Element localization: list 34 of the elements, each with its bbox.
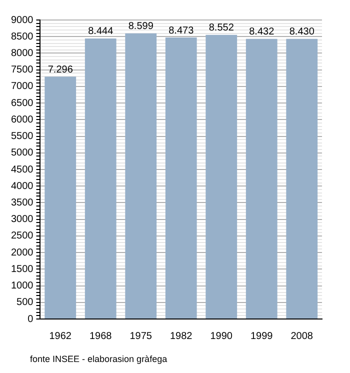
x-tick-label: 1990 [210, 330, 233, 342]
y-tick-label: 1500 [10, 264, 34, 275]
source-note: fonte INSEE - elaborasion gràfega [30, 354, 168, 364]
x-tick-label: 1999 [250, 330, 274, 342]
data-label: 8.599 [128, 21, 154, 32]
y-tick-label: 7500 [10, 64, 34, 76]
y-tick-label: 7000 [10, 81, 34, 92]
y-tick-label: 5500 [10, 131, 34, 142]
data-label: 7.296 [48, 64, 74, 76]
data-label: 8.430 [289, 26, 315, 38]
y-tick-label: 6000 [10, 114, 34, 126]
y-tick-label: 6500 [10, 98, 34, 109]
x-tick-label: 1962 [49, 330, 72, 342]
y-tick-label: 4500 [10, 164, 34, 176]
x-tick-label: 1982 [170, 330, 193, 342]
x-tick-label: 1975 [130, 330, 152, 342]
data-label: 8.432 [249, 26, 275, 38]
y-tick-label: 3500 [10, 197, 34, 208]
y-tick-label: 5000 [10, 148, 34, 159]
y-tick-label: 8500 [10, 31, 34, 42]
data-label: 8.552 [208, 22, 234, 34]
y-tick-label: 9000 [10, 14, 34, 26]
y-tick-label: 3000 [10, 214, 34, 226]
y-tick-label: 2000 [10, 247, 34, 258]
x-tick-label: 1968 [89, 330, 112, 342]
x-tick-label: 2008 [290, 330, 314, 342]
y-tick-label: 1000 [10, 280, 34, 292]
y-tick-label: 0 [28, 314, 34, 325]
data-label: 8.473 [168, 25, 194, 36]
y-tick-label: 500 [16, 297, 34, 308]
y-tick-label: 8000 [10, 48, 34, 59]
data-label: 8.444 [88, 26, 114, 38]
y-tick-label: 2500 [10, 230, 34, 242]
y-tick-label: 4000 [10, 180, 34, 192]
